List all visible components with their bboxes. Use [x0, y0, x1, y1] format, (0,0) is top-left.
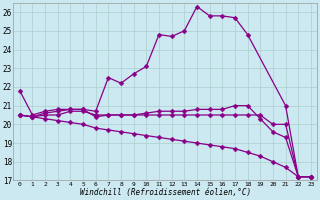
X-axis label: Windchill (Refroidissement éolien,°C): Windchill (Refroidissement éolien,°C): [80, 188, 251, 197]
